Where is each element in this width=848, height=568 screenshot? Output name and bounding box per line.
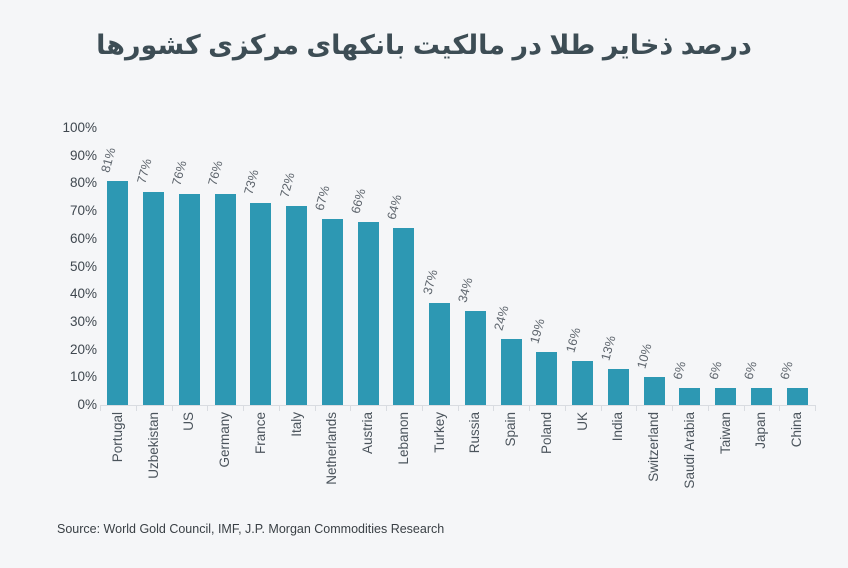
bar-value-label: 24% bbox=[491, 303, 512, 332]
bar-value-label: 6% bbox=[670, 360, 689, 382]
bar-value-label: 81% bbox=[98, 145, 119, 174]
bar bbox=[679, 388, 701, 405]
x-axis-tick bbox=[743, 405, 745, 411]
bar bbox=[214, 194, 236, 405]
x-axis-tick bbox=[207, 405, 209, 411]
x-axis-tick bbox=[243, 405, 244, 411]
x-axis-tick bbox=[529, 405, 530, 411]
x-axis-category-label: Poland bbox=[538, 412, 554, 455]
x-axis-category-label: Saudi Arabia bbox=[681, 412, 697, 489]
bar-value-label: 72% bbox=[277, 170, 298, 199]
x-axis-category-label: Germany bbox=[217, 412, 233, 468]
x-axis-category-label: Russia bbox=[467, 412, 483, 454]
bar bbox=[107, 180, 129, 405]
y-axis-tick-label: 0% bbox=[77, 397, 97, 412]
bar-value-label: 34% bbox=[455, 276, 476, 304]
x-axis-tick bbox=[314, 405, 316, 411]
bar-value-label: 73% bbox=[241, 167, 262, 196]
x-axis-category-label: US bbox=[181, 412, 197, 431]
bar bbox=[750, 388, 772, 405]
x-axis-tick bbox=[278, 405, 280, 411]
bar bbox=[357, 222, 379, 405]
x-axis-category-label: Netherlands bbox=[324, 412, 340, 485]
x-axis-category-label: Turkey bbox=[431, 412, 447, 453]
y-axis-tick-label: 90% bbox=[69, 147, 97, 163]
bar-value-label: 67% bbox=[312, 184, 333, 213]
bar bbox=[536, 352, 558, 405]
bar-value-label: 37% bbox=[420, 267, 441, 296]
x-axis-tick bbox=[171, 405, 173, 411]
bar bbox=[286, 205, 308, 405]
source-note: Source: World Gold Council, IMF, J.P. Mo… bbox=[57, 522, 445, 536]
x-axis-tick bbox=[564, 405, 566, 411]
bar-value-label: 66% bbox=[348, 187, 369, 216]
bar bbox=[321, 219, 343, 405]
bar-value-label: 64% bbox=[384, 192, 405, 221]
x-axis-tick bbox=[457, 405, 459, 411]
x-axis-category-label: Italy bbox=[288, 412, 304, 437]
x-axis-category-label: Lebanon bbox=[395, 412, 411, 465]
bar-value-label: 10% bbox=[634, 342, 655, 371]
bar bbox=[607, 368, 629, 405]
bar-value-label: 6% bbox=[777, 360, 796, 382]
x-axis-category-label: Uzbekistan bbox=[145, 412, 161, 479]
x-axis-tick bbox=[600, 405, 602, 411]
x-axis-category-label: Austria bbox=[360, 412, 376, 455]
y-axis-tick-label: 40% bbox=[69, 286, 97, 302]
x-axis-tick bbox=[100, 405, 101, 411]
y-axis-tick-label: 60% bbox=[69, 230, 97, 246]
y-axis-tick-label: 80% bbox=[69, 175, 97, 191]
bar-value-label: 76% bbox=[169, 159, 190, 188]
x-axis-category-label: Switzerland bbox=[646, 412, 662, 482]
x-axis-category-label: Portugal bbox=[109, 412, 125, 463]
bar bbox=[643, 377, 665, 405]
x-axis-tick bbox=[386, 405, 387, 411]
x-axis-tick bbox=[636, 405, 638, 411]
x-axis-tick bbox=[135, 405, 137, 411]
x-axis-tick bbox=[779, 405, 781, 411]
y-axis-tick-label: 30% bbox=[69, 313, 97, 329]
x-axis-category-label: China bbox=[789, 412, 805, 448]
bar bbox=[500, 338, 522, 405]
x-axis-category-label: Spain bbox=[503, 412, 519, 447]
bar bbox=[250, 202, 272, 405]
chart-title: درصد ذخایر طلا در مالکیت بانکهای مرکزی ک… bbox=[96, 30, 752, 60]
y-axis-tick-label: 100% bbox=[62, 120, 97, 135]
x-axis-category-label: Taiwan bbox=[717, 412, 733, 455]
bar bbox=[715, 388, 737, 405]
bar bbox=[786, 388, 808, 405]
bar bbox=[464, 310, 486, 405]
y-axis-tick-label: 20% bbox=[69, 341, 97, 357]
x-axis-tick bbox=[672, 405, 673, 411]
x-axis-tick bbox=[815, 405, 816, 411]
bar-value-label: 76% bbox=[205, 159, 226, 188]
x-axis-category-label: France bbox=[252, 412, 268, 455]
bar-value-label: 16% bbox=[563, 325, 584, 354]
bar-value-label: 19% bbox=[527, 317, 548, 346]
x-axis-category-label: Japan bbox=[753, 412, 769, 449]
bar bbox=[429, 302, 451, 405]
x-axis-tick bbox=[707, 405, 709, 411]
bar-value-label: 6% bbox=[706, 360, 725, 382]
x-axis-category-label: India bbox=[610, 412, 626, 442]
bar bbox=[178, 194, 200, 405]
bar-value-label: 77% bbox=[134, 156, 155, 185]
x-axis-tick bbox=[493, 405, 495, 411]
x-axis-category-label: UK bbox=[574, 412, 590, 431]
x-axis-tick bbox=[421, 405, 423, 411]
bar bbox=[143, 191, 165, 405]
x-axis-tick bbox=[350, 405, 352, 411]
bar bbox=[393, 227, 415, 405]
y-axis-tick-label: 50% bbox=[69, 258, 97, 274]
bar-value-label: 6% bbox=[741, 360, 761, 382]
y-axis-tick-label: 10% bbox=[69, 369, 97, 385]
bar-value-label: 13% bbox=[598, 334, 619, 362]
y-axis-tick-label: 70% bbox=[69, 203, 97, 219]
bar bbox=[572, 360, 594, 405]
